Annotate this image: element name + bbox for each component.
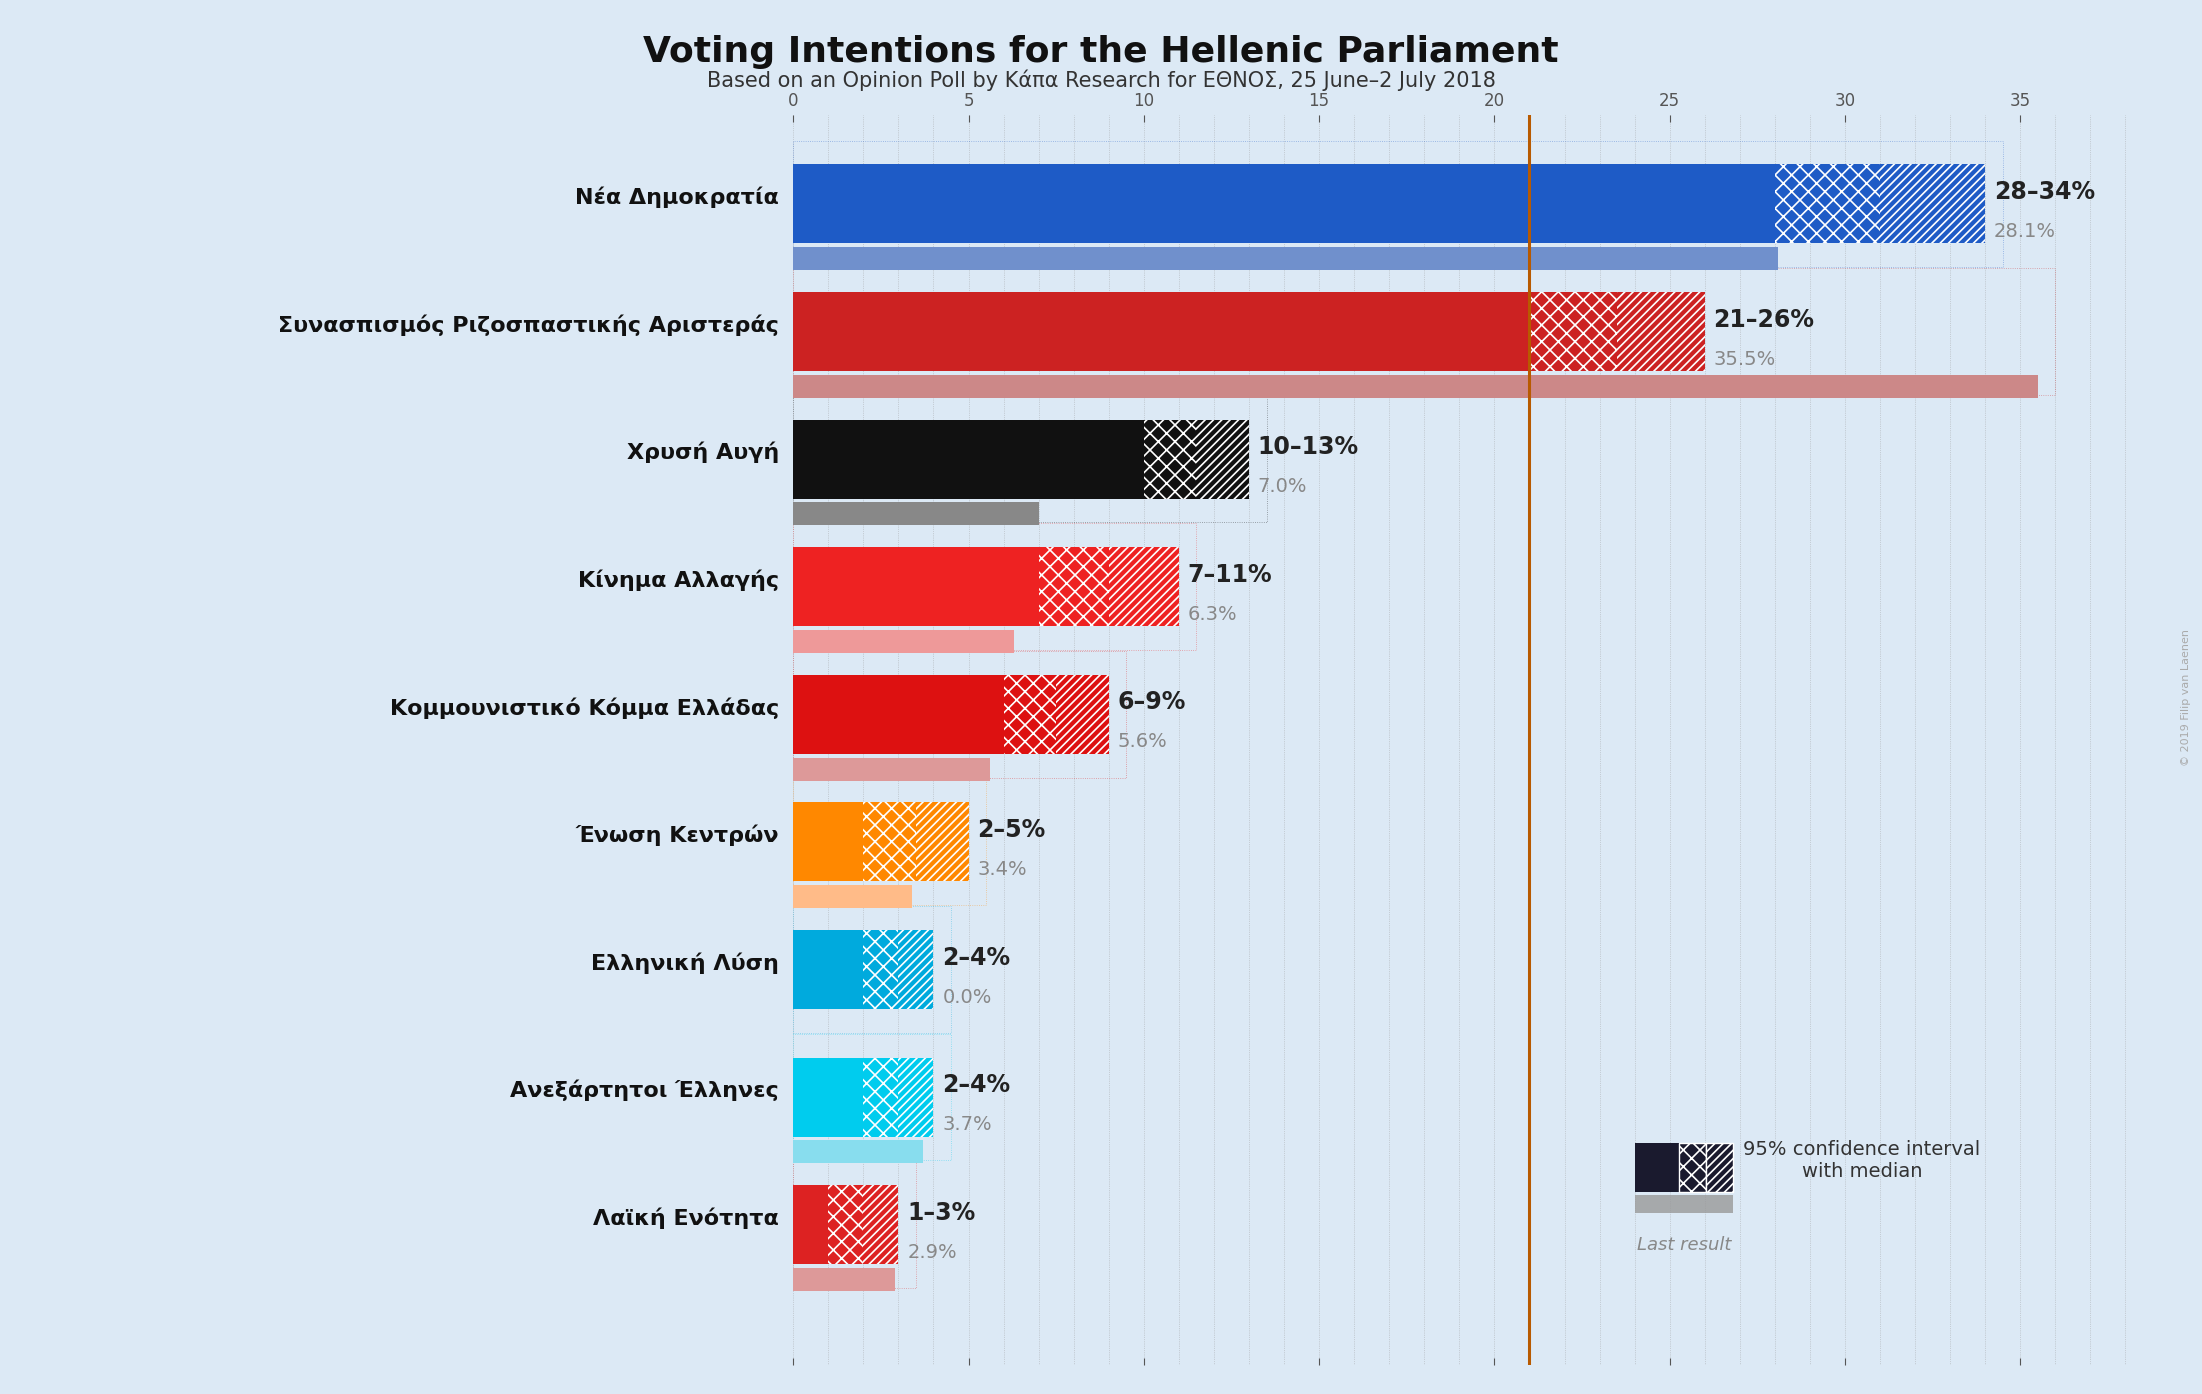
Text: Last result: Last result bbox=[1636, 1236, 1731, 1255]
Bar bbox=[1039, 546, 1178, 626]
Bar bbox=[793, 396, 1266, 523]
Bar bbox=[793, 1058, 863, 1136]
Text: Ελληνική Λύση: Ελληνική Λύση bbox=[592, 952, 780, 974]
Bar bbox=[828, 1185, 898, 1264]
Bar bbox=[863, 803, 969, 881]
Bar bbox=[828, 1185, 898, 1264]
Text: Ανεξάρτητοι Έλληνες: Ανεξάρτητοι Έλληνες bbox=[511, 1080, 780, 1101]
Bar bbox=[863, 1058, 934, 1136]
Text: 2–5%: 2–5% bbox=[978, 818, 1046, 842]
Bar bbox=[863, 930, 934, 1009]
Text: 0.0%: 0.0% bbox=[942, 988, 991, 1006]
Text: 2.9%: 2.9% bbox=[907, 1243, 958, 1262]
Text: 3.7%: 3.7% bbox=[942, 1115, 991, 1135]
Text: Συνασπισμός Ριζοσπαστικής Αριστεράς: Συνασπισμός Ριζοσπαστικής Αριστεράς bbox=[277, 314, 780, 336]
Bar bbox=[793, 1269, 894, 1291]
Bar bbox=[793, 375, 2037, 397]
Bar bbox=[1634, 1195, 1733, 1213]
Bar bbox=[793, 885, 912, 909]
Text: 2–4%: 2–4% bbox=[942, 1073, 1011, 1097]
Bar bbox=[1634, 1143, 1678, 1192]
Bar bbox=[1530, 291, 1704, 371]
Text: 7–11%: 7–11% bbox=[1187, 563, 1273, 587]
Bar bbox=[793, 502, 1039, 526]
Text: 7.0%: 7.0% bbox=[1257, 477, 1308, 496]
Bar bbox=[793, 164, 1775, 244]
Bar bbox=[863, 1058, 934, 1136]
Bar bbox=[1775, 164, 1986, 244]
Text: 28.1%: 28.1% bbox=[1995, 222, 2057, 241]
Bar bbox=[1143, 420, 1249, 499]
Bar bbox=[793, 247, 1779, 270]
Bar bbox=[793, 675, 1004, 754]
Bar bbox=[1196, 420, 1249, 499]
Bar bbox=[793, 420, 1143, 499]
Bar bbox=[1616, 291, 1704, 371]
Text: 2–4%: 2–4% bbox=[942, 945, 1011, 970]
Bar bbox=[1057, 675, 1110, 754]
Bar bbox=[1775, 164, 1986, 244]
Bar bbox=[793, 1140, 923, 1164]
Text: 21–26%: 21–26% bbox=[1713, 308, 1814, 332]
Text: Ένωση Κεντρών: Ένωση Κεντρών bbox=[575, 825, 780, 846]
Bar bbox=[1004, 675, 1110, 754]
Text: Κομμουνιστικό Κόμμα Ελλάδας: Κομμουνιστικό Κόμμα Ελλάδας bbox=[390, 697, 780, 719]
Text: Λαϊκή Ενότητα: Λαϊκή Ενότητα bbox=[595, 1207, 780, 1230]
Bar bbox=[916, 803, 969, 881]
Text: 6–9%: 6–9% bbox=[1119, 690, 1187, 714]
Bar bbox=[1039, 546, 1178, 626]
Bar bbox=[793, 546, 1039, 626]
Bar bbox=[1678, 1143, 1707, 1192]
Bar bbox=[793, 630, 1015, 652]
Bar bbox=[863, 1185, 898, 1264]
Bar bbox=[793, 268, 2054, 395]
Text: 28–34%: 28–34% bbox=[1995, 180, 2094, 204]
Bar bbox=[863, 930, 934, 1009]
Bar bbox=[793, 906, 951, 1033]
Text: 5.6%: 5.6% bbox=[1119, 732, 1167, 751]
Text: Voting Intentions for the Hellenic Parliament: Voting Intentions for the Hellenic Parli… bbox=[643, 35, 1559, 68]
Bar bbox=[793, 758, 989, 781]
Text: 95% confidence interval
with median: 95% confidence interval with median bbox=[1744, 1140, 1980, 1181]
Text: 1–3%: 1–3% bbox=[907, 1200, 975, 1225]
Bar bbox=[793, 803, 863, 881]
Bar bbox=[793, 141, 2004, 268]
Text: 3.4%: 3.4% bbox=[978, 860, 1026, 880]
Bar bbox=[793, 930, 863, 1009]
Text: 10–13%: 10–13% bbox=[1257, 435, 1359, 459]
Bar bbox=[793, 1185, 828, 1264]
Bar bbox=[1707, 1143, 1733, 1192]
Bar bbox=[898, 930, 934, 1009]
Bar bbox=[793, 1034, 951, 1160]
Bar bbox=[793, 291, 1530, 371]
Bar bbox=[1143, 420, 1249, 499]
Bar bbox=[1004, 675, 1110, 754]
Bar bbox=[863, 803, 969, 881]
Bar bbox=[793, 779, 986, 905]
Text: Χρυσή Αυγή: Χρυσή Αυγή bbox=[628, 442, 780, 463]
Bar bbox=[793, 1161, 916, 1288]
Bar bbox=[1530, 291, 1704, 371]
Text: 6.3%: 6.3% bbox=[1187, 605, 1238, 625]
Bar bbox=[898, 1058, 934, 1136]
Text: Based on an Opinion Poll by Κάπα Research for ΕΘΝΟΣ, 25 June–2 July 2018: Based on an Opinion Poll by Κάπα Researc… bbox=[707, 70, 1495, 91]
Bar bbox=[793, 523, 1196, 650]
Text: Νέα Δημοκρατία: Νέα Δημοκρατία bbox=[575, 187, 780, 208]
Bar bbox=[1881, 164, 1986, 244]
Text: Κίνημα Αλλαγής: Κίνημα Αλλαγής bbox=[579, 570, 780, 591]
Text: 35.5%: 35.5% bbox=[1713, 350, 1775, 368]
Bar bbox=[793, 651, 1125, 778]
Text: © 2019 Filip van Laenen: © 2019 Filip van Laenen bbox=[2180, 629, 2191, 765]
Bar bbox=[1110, 546, 1178, 626]
